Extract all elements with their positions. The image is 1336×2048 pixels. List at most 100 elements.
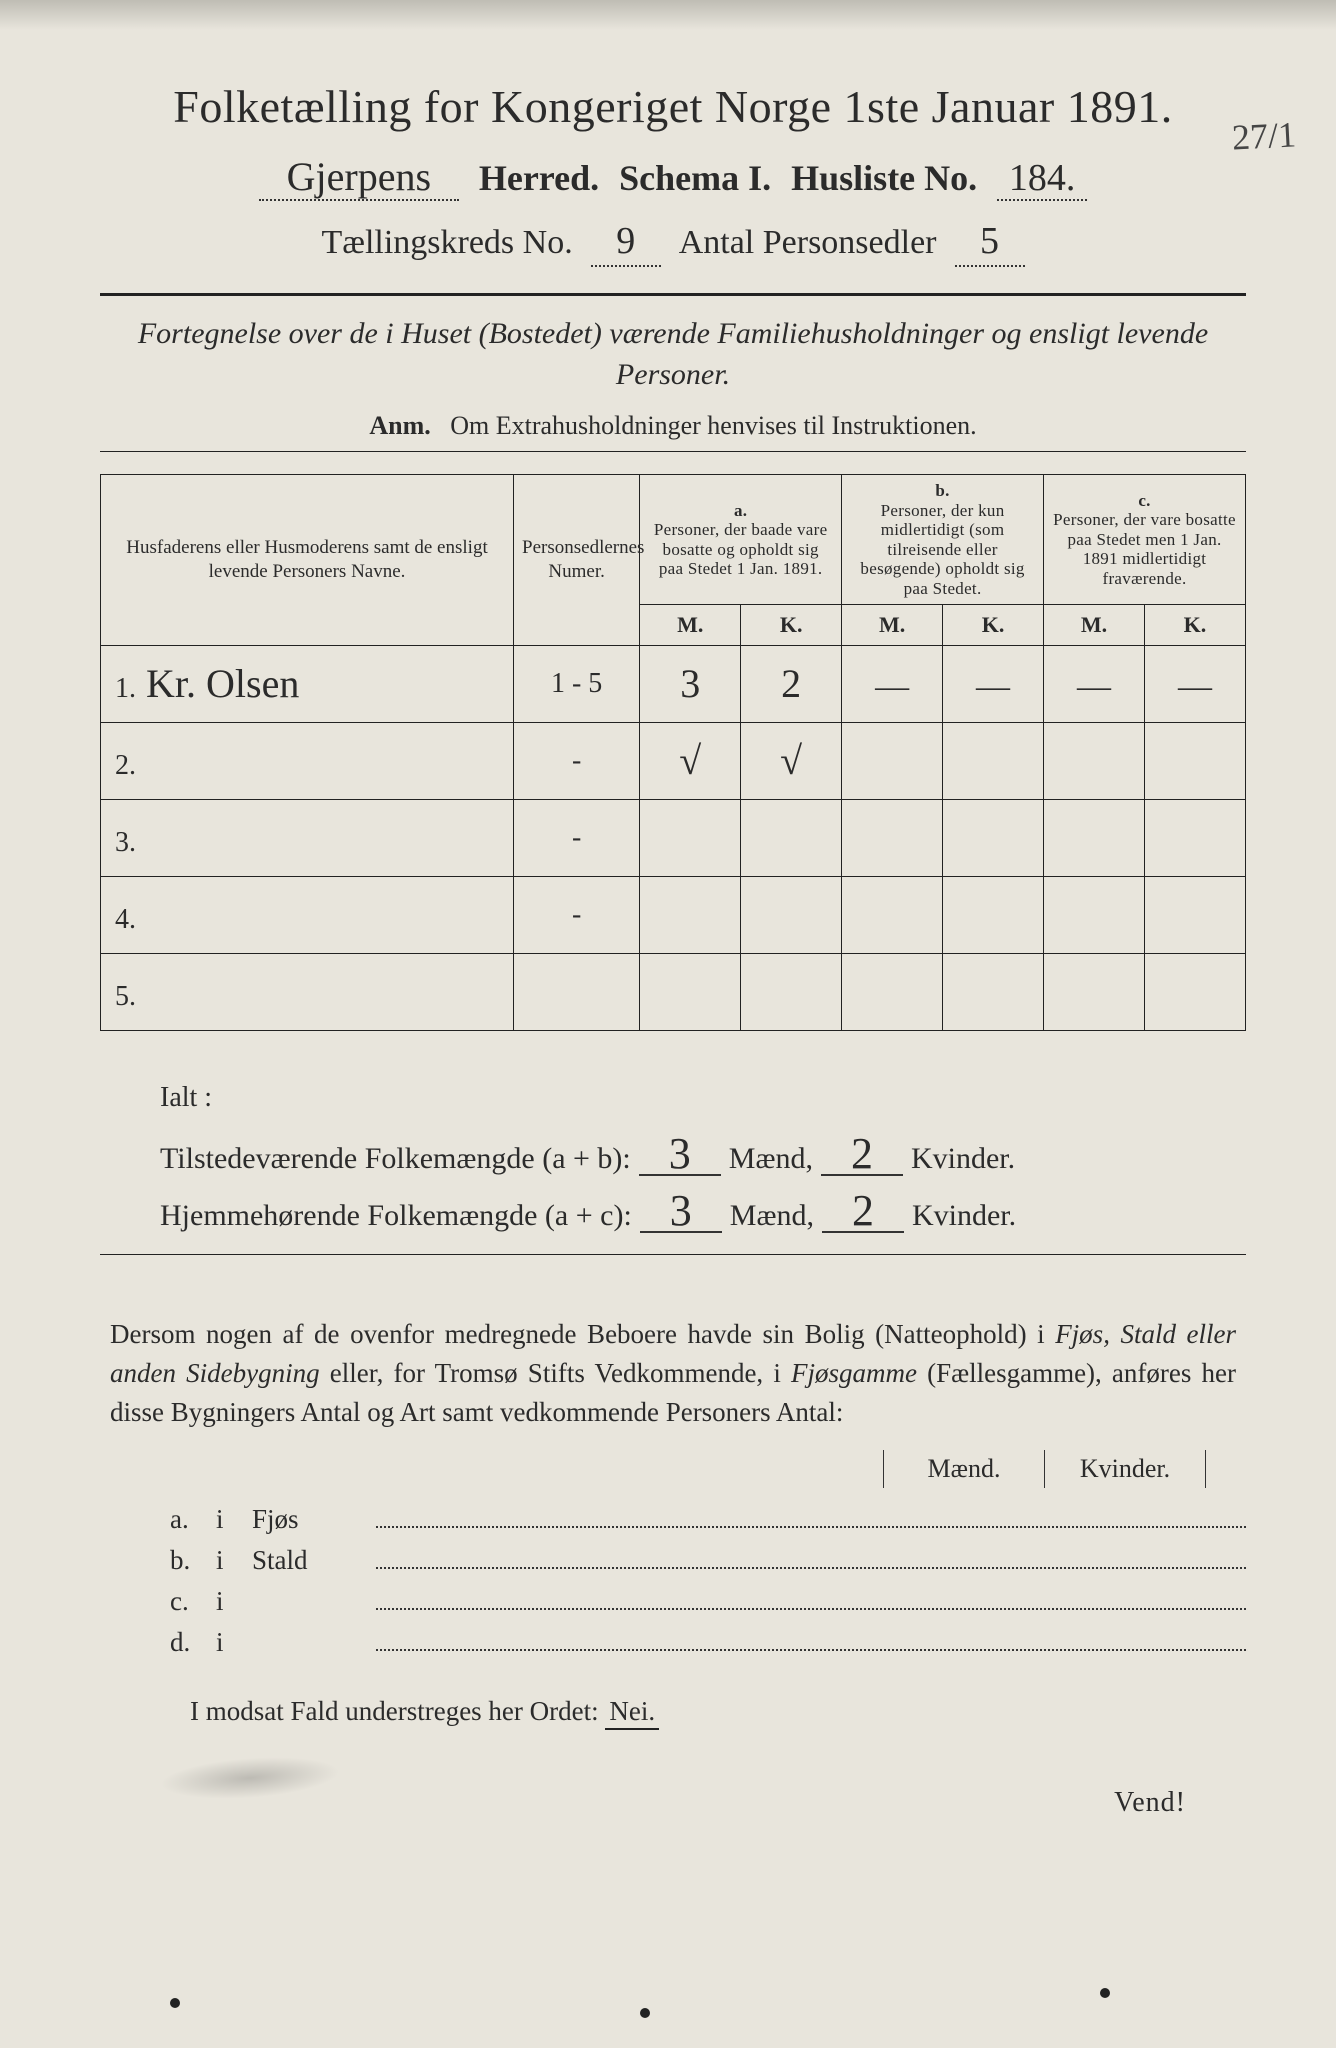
husliste-value: 184. xyxy=(997,159,1087,201)
cell-b-m xyxy=(842,799,943,876)
para-it2: Fjøsgamme xyxy=(791,1358,917,1388)
col-b-m: M. xyxy=(842,605,943,646)
closing-nei: Nei. xyxy=(605,1696,659,1730)
mk-header-row: Mænd. Kvinder. xyxy=(100,1450,1246,1488)
totals-l1-m: 3 xyxy=(639,1134,721,1176)
census-form-page: Folketælling for Kongeriget Norge 1ste J… xyxy=(0,0,1336,2048)
abcd-row: a. i Fjøs xyxy=(170,1504,1246,1535)
cell-name: 5. xyxy=(101,953,514,1030)
abcd-i: i xyxy=(216,1504,238,1535)
cell-b-k xyxy=(943,799,1044,876)
cell-b-m: — xyxy=(842,645,943,722)
col-num-header: Personsedlernes Numer. xyxy=(514,475,640,646)
cell-a-m: 3 xyxy=(640,645,741,722)
col-c-m: M. xyxy=(1044,605,1145,646)
abcd-dots xyxy=(376,1546,1246,1570)
abcd-dots xyxy=(376,1505,1246,1529)
col-b-label: b. xyxy=(935,481,949,500)
header-line-2: Gjerpens Herred. Schema I. Husliste No. … xyxy=(100,157,1246,201)
divider-thin-2 xyxy=(100,1254,1246,1255)
col-a-m: M. xyxy=(640,605,741,646)
dot-mark xyxy=(640,2008,650,2018)
cell-num: - xyxy=(514,722,640,799)
lower-paragraph: Dersom nogen af de ovenfor medregnede Be… xyxy=(100,1315,1246,1432)
cell-name: 2. xyxy=(101,722,514,799)
abcd-row: b.iStald xyxy=(170,1545,1246,1576)
cell-c-m xyxy=(1044,953,1145,1030)
col-a-label: a. xyxy=(734,501,747,520)
col-c-k: K. xyxy=(1144,605,1245,646)
abcd-list: a.iFjøsb.iStaldc.id.i xyxy=(100,1504,1246,1658)
para-t2: eller, for Tromsø Stifts Vedkommende, i xyxy=(330,1358,791,1388)
cell-c-m xyxy=(1044,876,1145,953)
mk-k: Kvinder. xyxy=(1044,1450,1206,1488)
col-a-header: a. Personer, der baade vare bosatte og o… xyxy=(640,475,842,605)
cell-num xyxy=(514,953,640,1030)
dot-mark xyxy=(1100,1988,1110,1998)
abcd-i: i xyxy=(216,1545,238,1576)
table-row: 4.- xyxy=(101,876,1246,953)
cell-a-m xyxy=(640,799,741,876)
col-b-text: Personer, der kun midlertidigt (som tilr… xyxy=(860,501,1024,598)
cell-num: - xyxy=(514,799,640,876)
abcd-label: a. xyxy=(170,1504,202,1535)
mk-m: Mænd. xyxy=(883,1450,1044,1488)
antal-label: Antal Personsedler xyxy=(679,224,937,262)
abcd-word: Fjøs xyxy=(252,1504,362,1535)
herred-label: Herred. xyxy=(479,157,599,199)
col-a-k: K. xyxy=(741,605,842,646)
census-table-body: 1.Kr. Olsen1 - 532————2.-√√3.-4.-5. xyxy=(101,645,1246,1030)
totals-kvinder: Kvinder. xyxy=(911,1130,1015,1187)
totals-l2-m: 3 xyxy=(640,1191,722,1233)
table-row: 3.- xyxy=(101,799,1246,876)
anm-text: Om Extrahusholdninger henvises til Instr… xyxy=(450,411,976,440)
cell-name: 4. xyxy=(101,876,514,953)
intro-text: Fortegnelse over de i Huset (Bostedet) v… xyxy=(100,314,1246,395)
totals-maend: Mænd, xyxy=(729,1130,813,1187)
table-row: 2.-√√ xyxy=(101,722,1246,799)
para-t1: Dersom nogen af de ovenfor medregnede Be… xyxy=(110,1319,1055,1349)
totals-l2-k: 2 xyxy=(822,1191,904,1233)
abcd-row: d.i xyxy=(170,1627,1246,1658)
cell-b-k xyxy=(943,876,1044,953)
margin-annotation: 27/1 xyxy=(1231,113,1297,158)
abcd-i: i xyxy=(216,1586,238,1617)
totals-kvinder-2: Kvinder. xyxy=(912,1187,1016,1244)
table-row: 1.Kr. Olsen1 - 532———— xyxy=(101,645,1246,722)
antal-value: 5 xyxy=(955,219,1025,267)
col-c-header: c. Personer, der vare bosatte paa Stedet… xyxy=(1044,475,1246,605)
cell-num: 1 - 5 xyxy=(514,645,640,722)
cell-b-m xyxy=(842,953,943,1030)
divider xyxy=(100,293,1246,296)
closing-text: I modsat Fald understreges her Ordet: xyxy=(190,1696,599,1726)
cell-b-k: — xyxy=(943,645,1044,722)
abcd-label: c. xyxy=(170,1586,202,1617)
divider-thin xyxy=(100,451,1246,452)
cell-b-k xyxy=(943,722,1044,799)
husliste-label: Husliste No. xyxy=(791,157,977,199)
cell-a-m xyxy=(640,953,741,1030)
census-table: Husfaderens eller Husmoderens samt de en… xyxy=(100,474,1246,1031)
schema-label: Schema I. xyxy=(619,157,771,199)
cell-a-k xyxy=(741,876,842,953)
ialt-label: Ialt : xyxy=(160,1071,1246,1124)
cell-c-m xyxy=(1044,799,1145,876)
abcd-word: Stald xyxy=(252,1545,362,1576)
kreds-value: 9 xyxy=(591,219,661,267)
herred-value: Gjerpens xyxy=(259,157,459,201)
abcd-dots xyxy=(376,1587,1246,1611)
dot-mark xyxy=(170,1998,180,2008)
page-shadow xyxy=(0,0,1336,30)
table-row: 5. xyxy=(101,953,1246,1030)
cell-c-k: — xyxy=(1144,645,1245,722)
cell-a-m xyxy=(640,876,741,953)
cell-c-k xyxy=(1144,722,1245,799)
cell-b-m xyxy=(842,876,943,953)
cell-c-k xyxy=(1144,876,1245,953)
cell-a-k xyxy=(741,799,842,876)
abcd-i: i xyxy=(216,1627,238,1658)
anm-label: Anm. xyxy=(369,411,430,440)
abcd-row: c. i xyxy=(170,1586,1246,1617)
cell-num: - xyxy=(514,876,640,953)
cell-c-m xyxy=(1044,722,1145,799)
